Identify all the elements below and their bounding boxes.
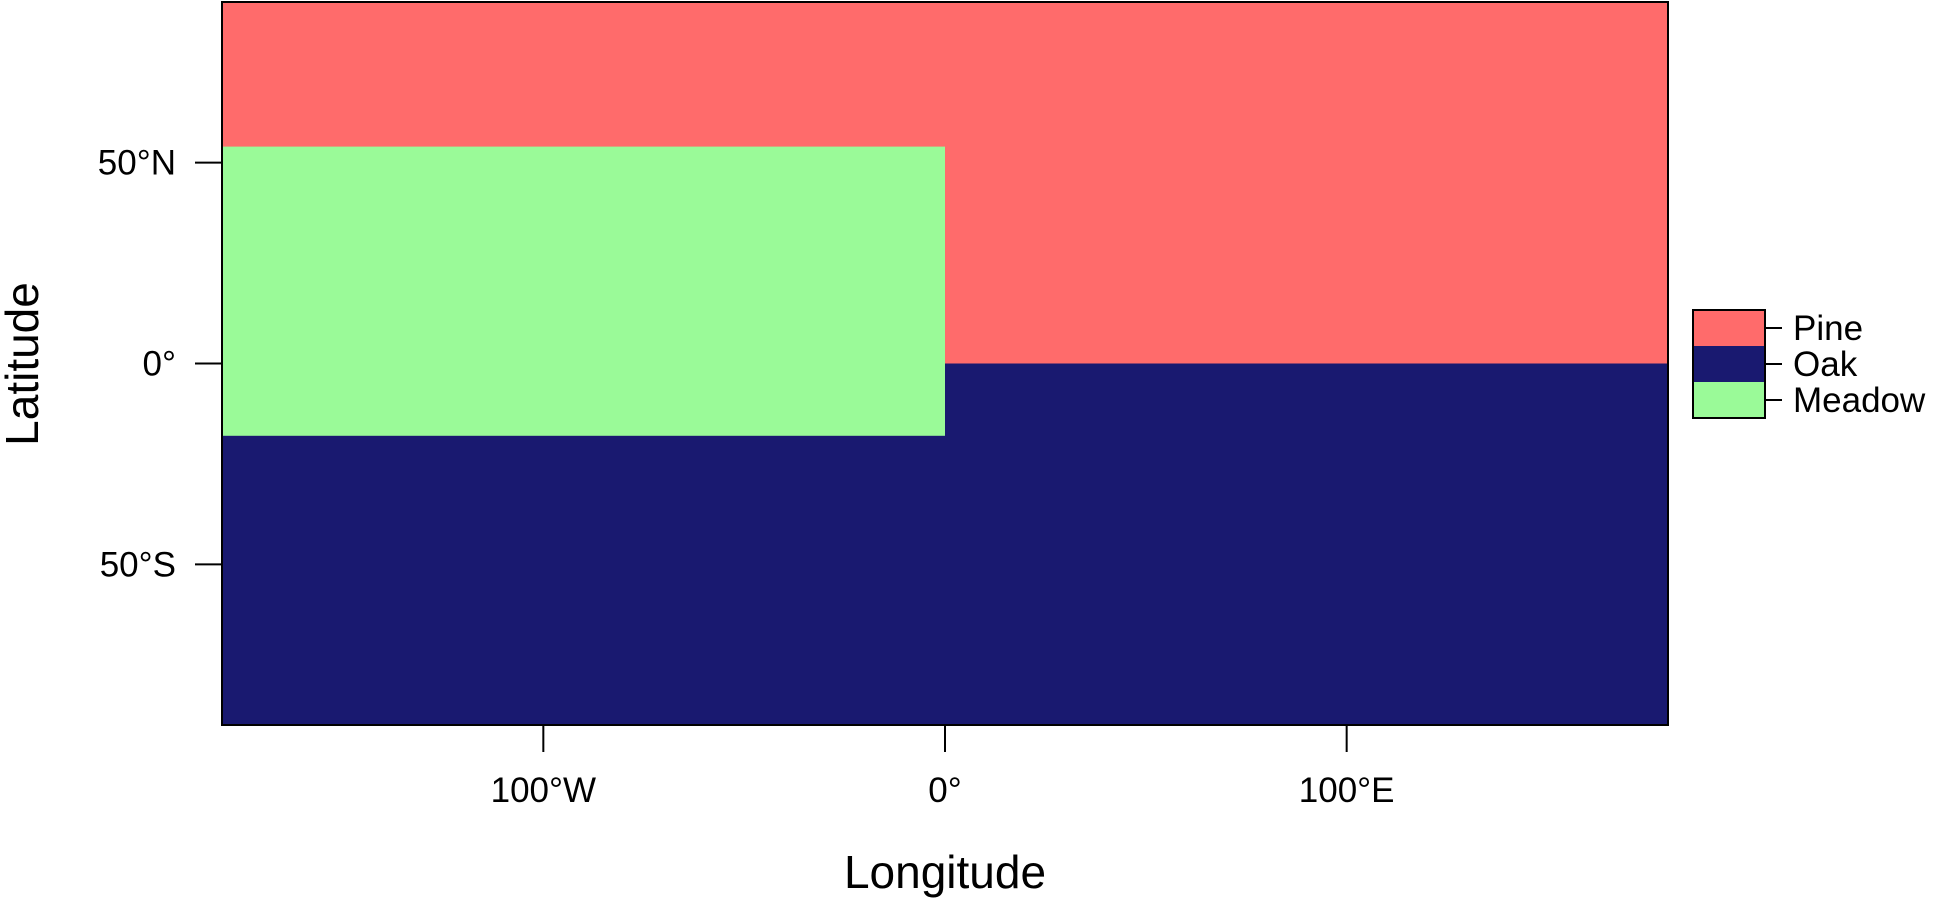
legend-label-meadow: Meadow xyxy=(1793,381,1926,420)
x-tick-label: 100°E xyxy=(1299,771,1395,810)
x-tick-label: 100°W xyxy=(491,771,596,810)
legend-swatch-meadow xyxy=(1693,382,1765,418)
legend-frame xyxy=(1692,309,1766,419)
y-axis-title: Latitude xyxy=(0,282,48,446)
legend-label-pine: Pine xyxy=(1793,309,1863,348)
y-axis: 50°N 0° 50°S xyxy=(98,144,222,584)
legend-label-oak: Oak xyxy=(1793,345,1858,384)
region-meadow xyxy=(222,146,945,436)
legend-swatch-pine xyxy=(1693,310,1765,346)
y-tick-label: 50°S xyxy=(100,545,176,584)
regions-layer xyxy=(222,2,1668,725)
x-tick-label: 0° xyxy=(928,771,961,810)
y-tick-label: 0° xyxy=(143,345,176,384)
x-axis: 100°W 0° 100°E xyxy=(491,725,1395,810)
x-axis-title: Longitude xyxy=(844,846,1046,898)
legend-swatch-oak xyxy=(1693,346,1765,382)
y-tick-label: 50°N xyxy=(98,144,176,183)
